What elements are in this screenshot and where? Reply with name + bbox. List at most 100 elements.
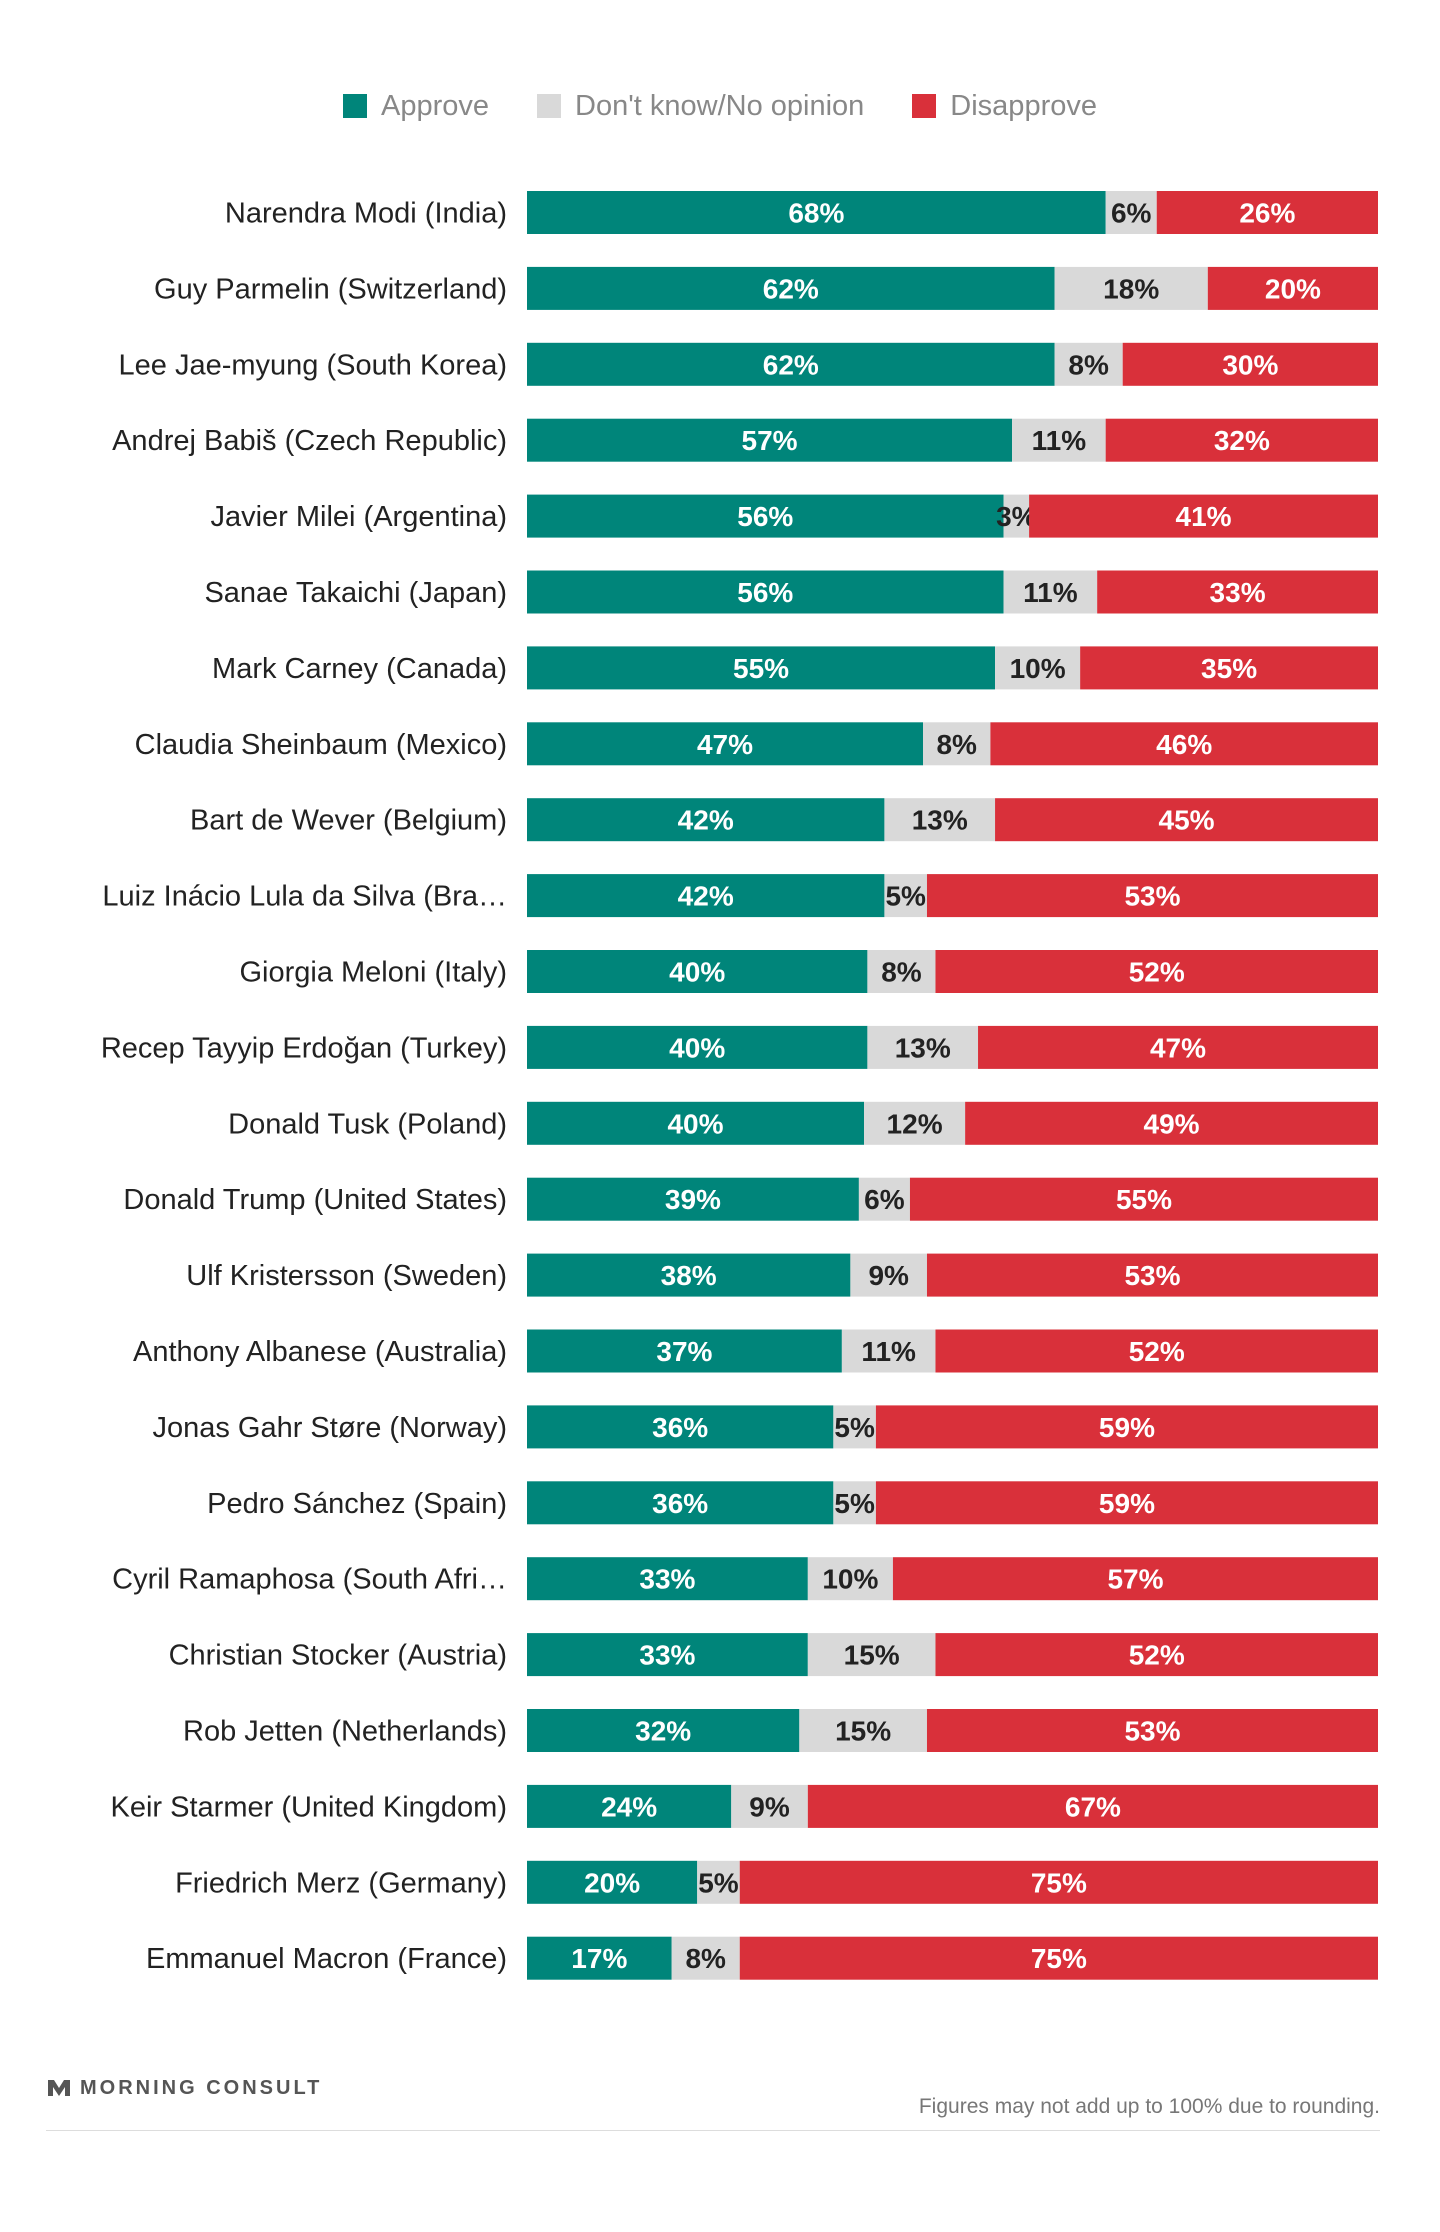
category-label: Donald Tusk (Poland) <box>228 1108 507 1140</box>
data-label: 41% <box>1176 501 1232 532</box>
data-label: 55% <box>733 653 789 684</box>
data-label: 57% <box>742 425 798 456</box>
bar-segment <box>527 1557 808 1601</box>
category-label: Ulf Kristersson (Sweden) <box>186 1260 507 1292</box>
category-label: Rob Jetten (Netherlands) <box>183 1716 507 1748</box>
data-label: 62% <box>763 273 819 304</box>
category-label: Narendra Modi (India) <box>225 198 507 230</box>
data-label: 15% <box>835 1716 891 1747</box>
data-label: 36% <box>652 1488 708 1519</box>
data-label: 33% <box>1210 577 1266 608</box>
data-label: 8% <box>685 1943 726 1974</box>
bar-segment <box>527 570 1004 614</box>
data-label: 56% <box>737 501 793 532</box>
bar-segment <box>926 1253 1378 1297</box>
bar-row: Andrej Babiš (Czech Republic) 57% 11% 32% <box>112 418 1378 462</box>
bar-segment <box>833 1481 876 1525</box>
data-label: 24% <box>601 1791 657 1822</box>
legend-label-disapprove: Disapprove <box>950 89 1097 122</box>
data-label: 68% <box>788 198 844 229</box>
data-label: 56% <box>737 577 793 608</box>
morning-consult-logo-icon <box>48 2080 70 2096</box>
bar-segment <box>978 1025 1378 1069</box>
bar-segment <box>527 1936 672 1980</box>
data-label: 32% <box>635 1716 691 1747</box>
bar-segment <box>995 798 1378 842</box>
data-label: 18% <box>1103 273 1159 304</box>
bar-segment <box>1012 418 1106 462</box>
legend-swatch-approve <box>343 94 368 118</box>
bar-segment <box>995 646 1081 690</box>
data-label: 53% <box>1124 1260 1180 1291</box>
data-label: 62% <box>763 349 819 380</box>
bar-segment <box>884 874 927 918</box>
bar-row: Javier Milei (Argentina) 56% 3% 41% <box>210 494 1378 538</box>
bar-segment <box>799 1709 927 1752</box>
bar-row: Claudia Sheinbaum (Mexico) 47% 8% 46% <box>135 722 1378 766</box>
data-label: 36% <box>652 1412 708 1443</box>
data-label: 30% <box>1222 349 1278 380</box>
bar-segment <box>990 722 1378 766</box>
data-label: 17% <box>571 1943 627 1974</box>
bar-segment <box>527 1633 808 1677</box>
bar-segment <box>527 1329 842 1373</box>
category-label: Cyril Ramaphosa (South Afri… <box>112 1564 507 1596</box>
bar-segment <box>1122 342 1378 386</box>
data-label: 59% <box>1099 1488 1155 1519</box>
bar-segment <box>892 1557 1378 1601</box>
data-label: 52% <box>1129 1336 1185 1367</box>
bar-segment <box>739 1860 1378 1904</box>
bar-segment <box>1207 266 1378 310</box>
legend-swatch-disapprove <box>912 94 937 118</box>
bar-segment <box>671 1936 740 1980</box>
data-label: 11% <box>861 1336 916 1367</box>
bar-segment <box>807 1557 893 1601</box>
bar-segment <box>875 1481 1378 1525</box>
bar-segment <box>1029 494 1378 538</box>
data-label: 75% <box>1031 1943 1087 1974</box>
data-label: 42% <box>678 805 734 836</box>
footer-divider <box>46 2130 1380 2131</box>
bar-segment <box>527 1481 834 1525</box>
bar-segment <box>731 1784 808 1828</box>
legend-item-dont-know: Don't know/No opinion <box>537 90 864 123</box>
category-label: Anthony Albanese (Australia) <box>133 1336 507 1368</box>
data-label: 6% <box>864 1184 905 1215</box>
data-label: 8% <box>881 957 922 988</box>
bar-segment <box>1097 570 1378 614</box>
bar-row: Rob Jetten (Netherlands) 32% 15% 53% <box>183 1709 1378 1752</box>
data-label: 57% <box>1107 1564 1163 1595</box>
data-label: 59% <box>1099 1412 1155 1443</box>
data-label: 10% <box>1010 653 1066 684</box>
bar-segment <box>833 1405 876 1449</box>
bar-row: Donald Tusk (Poland) 40% 12% 49% <box>228 1101 1378 1145</box>
bar-segment <box>527 1101 865 1145</box>
data-label: 8% <box>1068 349 1109 380</box>
bar-row: Giorgia Meloni (Italy) 40% 8% 52% <box>239 950 1378 993</box>
data-label: 15% <box>844 1640 900 1671</box>
data-label: 38% <box>661 1260 717 1291</box>
category-label: Sanae Takaichi (Japan) <box>204 577 507 609</box>
data-label: 39% <box>665 1184 721 1215</box>
data-label: 20% <box>1265 273 1321 304</box>
data-label: 6% <box>1111 198 1152 229</box>
bar-segment <box>926 1709 1378 1752</box>
bar-segment <box>965 1101 1378 1145</box>
data-label: 42% <box>678 881 734 912</box>
bar-segment <box>697 1860 740 1904</box>
data-label: 9% <box>868 1260 909 1291</box>
data-label: 12% <box>887 1108 943 1139</box>
data-label: 55% <box>1116 1184 1172 1215</box>
legend: Approve Don't know/No opinion Disapprove <box>0 88 1440 124</box>
bar-segment <box>527 874 885 918</box>
bar-segment <box>739 1936 1378 1980</box>
data-label: 75% <box>1031 1867 1087 1898</box>
bar-segment <box>875 1405 1378 1449</box>
bar-segment <box>864 1101 966 1145</box>
bar-row: Cyril Ramaphosa (South Afri… 33% 10% 57% <box>112 1557 1378 1601</box>
data-label: 52% <box>1129 957 1185 988</box>
bar-row: Ulf Kristersson (Sweden) 38% 9% 53% <box>186 1253 1378 1297</box>
category-label: Claudia Sheinbaum (Mexico) <box>135 729 507 761</box>
data-label: 49% <box>1144 1108 1200 1139</box>
